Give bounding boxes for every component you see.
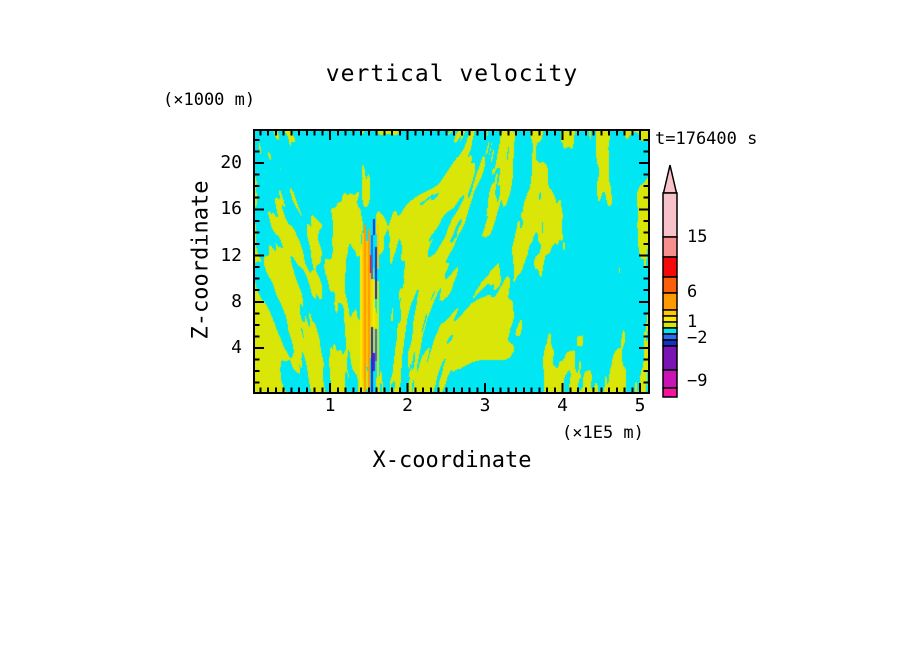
colorbar-segment: [662, 345, 678, 371]
z-axis-tick-label: 12: [220, 244, 242, 266]
colorbar-label: 1: [687, 312, 698, 332]
colorbar-label: −9: [687, 371, 708, 391]
z-axis-unit-label: (×1000 m): [163, 90, 256, 110]
colorbar-segment: [662, 192, 678, 238]
colorbar-segment: [662, 387, 678, 398]
colorbar-segment: [662, 315, 678, 323]
x-axis-tick-label: 4: [557, 395, 568, 416]
colorbar-segment: [662, 276, 678, 294]
colorbar-segment: [662, 292, 678, 311]
x-axis-tick-label: 3: [479, 395, 491, 416]
axis-ticks: [255, 131, 648, 392]
z-axis-tick-label: 16: [220, 198, 242, 220]
time-annotation: t=176400 s: [655, 129, 758, 149]
x-axis-unit-label: (×1E5 m): [562, 423, 644, 443]
z-axis-tick-label: 4: [231, 337, 242, 358]
colorbar-segment: [662, 339, 678, 347]
z-axis-title: Z-coordinate: [188, 180, 214, 340]
z-axis-tick-label: 8: [231, 290, 242, 312]
colorbar-segment: [662, 256, 678, 278]
velocity-field-heatmap: [255, 131, 648, 392]
z-axis-tick-label: 20: [220, 152, 242, 173]
plot-area: [253, 129, 650, 394]
colorbar-segment: [662, 327, 678, 335]
colorbar-label: −2: [687, 328, 708, 348]
colorbar-segment: [662, 369, 678, 389]
colorbar-segment: [662, 333, 678, 341]
colorbar-segment: [662, 236, 678, 258]
colorbar-label: 15: [687, 227, 708, 247]
colorbar-label: 6: [687, 282, 698, 302]
colorbar: [662, 164, 678, 398]
x-axis-tick-label: 1: [324, 395, 336, 416]
colorbar-segment: [662, 309, 678, 317]
chart-title: vertical velocity: [325, 61, 579, 87]
x-axis-title: X-coordinate: [372, 448, 532, 473]
x-axis-tick-label: 5: [634, 395, 646, 416]
x-axis-tick-label: 2: [402, 395, 413, 416]
colorbar-segment: [662, 321, 678, 329]
